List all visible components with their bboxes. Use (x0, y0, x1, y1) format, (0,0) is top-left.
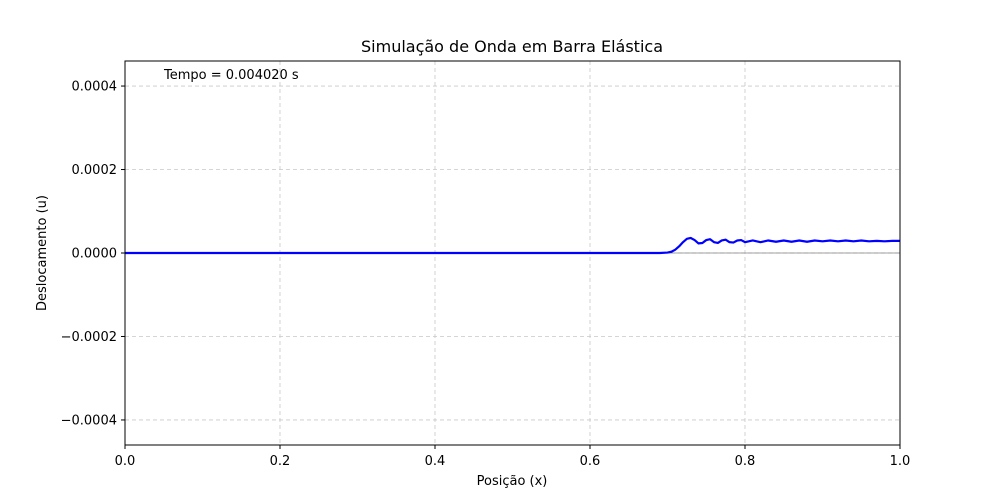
x-tick-label: 0.4 (425, 454, 446, 469)
series-layer (125, 236, 900, 255)
x-tick-label: 0.2 (270, 454, 291, 469)
x-tick-label: 0.8 (735, 454, 756, 469)
y-tick-label: −0.0002 (61, 330, 117, 345)
y-axis: 0.0004 0.0002 0.0000 −0.0002 −0.0004 (61, 80, 125, 428)
x-tick-label: 0.6 (580, 454, 601, 469)
y-tick-label: 0.0002 (72, 163, 118, 178)
x-tick-label: 1.0 (890, 454, 911, 469)
series-line (125, 236, 900, 255)
y-tick-label: 0.0004 (72, 80, 118, 95)
x-axis-label: Posição (x) (477, 474, 548, 489)
y-tick-label: −0.0004 (61, 413, 117, 428)
x-axis: 0.0 0.2 0.4 0.6 0.8 1.0 (115, 445, 911, 469)
chart-title: Simulação de Onda em Barra Elástica (361, 37, 663, 56)
y-axis-label: Deslocamento (u) (35, 195, 50, 311)
annotation-text: Tempo = 0.004020 s (163, 68, 299, 83)
y-tick-label: 0.0000 (72, 247, 118, 262)
x-tick-label: 0.0 (115, 454, 136, 469)
